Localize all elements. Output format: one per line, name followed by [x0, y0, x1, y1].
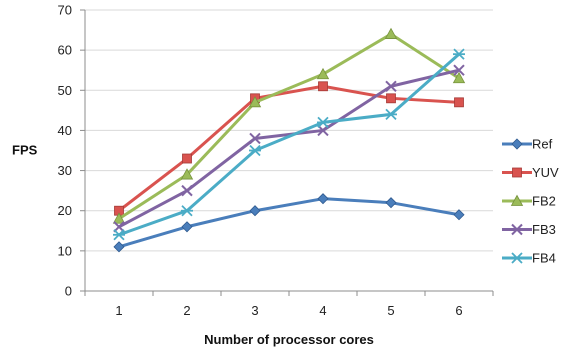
legend-marker: [511, 223, 523, 236]
series-fb4-point: [181, 205, 193, 217]
plot-area: [112, 27, 466, 253]
series-ref-point: [249, 205, 261, 217]
series-fb3-point: [453, 64, 465, 76]
series-fb4-point: [317, 116, 329, 129]
legend-item-fb3: FB3: [502, 222, 556, 237]
series-fb2-point: [384, 27, 398, 39]
series-fb4-line: [118, 53, 460, 237]
x-tick-label: 5: [387, 303, 394, 318]
y-tick-label: 50: [58, 83, 72, 98]
series-fb4-point: [249, 144, 261, 157]
series-fb3-point: [317, 124, 329, 137]
series-fb4-point: [113, 229, 125, 241]
series-yuv-point: [182, 153, 192, 164]
y-tick-label: 70: [58, 3, 72, 18]
x-tick-label: 6: [455, 303, 462, 318]
x-tick-label: 3: [251, 303, 258, 318]
series-fb2-line: [118, 32, 460, 221]
legend-marker: [511, 138, 523, 150]
tick-labels: 0 10 20 30 40 50 60 70 1 2 3 4 5 6: [58, 3, 463, 319]
series-ref-point: [317, 193, 329, 205]
series-yuv-point: [454, 97, 464, 108]
series-fb4-point: [385, 108, 397, 121]
series-fb2: [112, 27, 466, 224]
legend-item-ref: Ref: [502, 137, 553, 152]
series-ref-point: [385, 197, 397, 209]
series-fb3-point: [113, 221, 125, 233]
series-fb3-point: [249, 132, 261, 145]
series-yuv-line: [118, 84, 460, 212]
legend-item-fb2: FB2: [502, 194, 556, 209]
legend-item-fb4: FB4: [502, 251, 556, 266]
legend-label: FB3: [532, 222, 556, 237]
y-tick-label: 0: [65, 284, 72, 299]
series-yuv: [114, 81, 464, 216]
y-tick-label: 40: [58, 123, 72, 138]
series-fb4-point: [453, 48, 465, 60]
series-ref: [113, 193, 465, 253]
series-fb3-line: [118, 68, 460, 229]
legend-label: Ref: [532, 137, 553, 152]
series-fb4: [113, 48, 465, 241]
legend-label: YUV: [532, 165, 559, 180]
series-fb3: [113, 64, 465, 233]
x-axis-title: Number of processor cores: [204, 332, 374, 347]
series-fb2-point: [316, 67, 330, 80]
series-fb3-point: [385, 80, 397, 92]
series-ref-line: [118, 197, 460, 249]
y-tick-label: 60: [58, 43, 72, 58]
x-tick-label: 2: [183, 303, 190, 318]
y-tick-label: 30: [58, 163, 72, 178]
legend-marker: [510, 194, 524, 206]
y-axis-title: FPS: [12, 143, 38, 158]
series-fb2-point: [248, 95, 262, 108]
y-tick-label: 10: [58, 243, 72, 258]
series-fb2-point: [112, 212, 126, 224]
legend-marker: [511, 252, 523, 264]
legend-item-yuv: YUV: [502, 165, 559, 180]
series-fb2-point: [180, 168, 194, 180]
series-ref-point: [453, 209, 465, 221]
legend-marker: [512, 167, 522, 178]
x-tick-label: 1: [115, 303, 122, 318]
axes: [80, 9, 494, 296]
series-yuv-point: [318, 81, 328, 92]
series-ref-point: [113, 241, 125, 253]
series-ref-point: [181, 221, 193, 233]
legend: Ref YUV FB2 FB3 FB4: [502, 137, 559, 266]
gridlines: [85, 9, 493, 252]
series-fb2-point: [452, 71, 466, 84]
y-tick-label: 20: [58, 203, 72, 218]
series-fb3-point: [181, 184, 193, 197]
series-yuv-point: [386, 93, 396, 104]
legend-label: FB4: [532, 251, 556, 266]
x-tick-label: 4: [319, 303, 326, 318]
legend-label: FB2: [532, 194, 556, 209]
